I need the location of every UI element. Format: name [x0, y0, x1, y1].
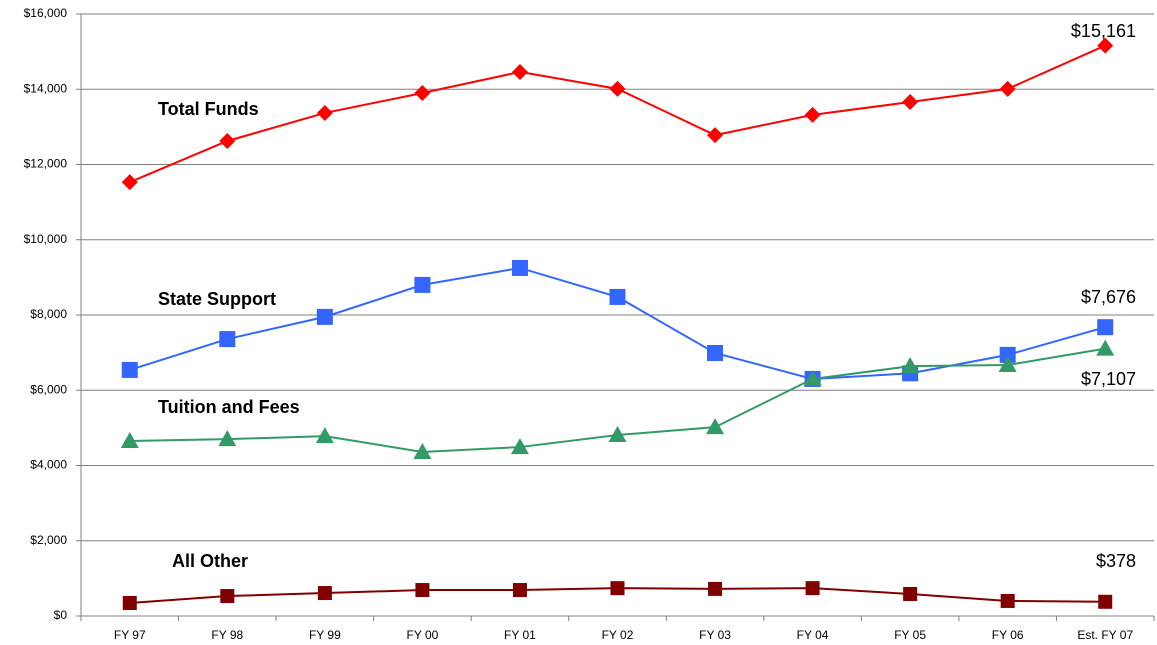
marker — [609, 80, 626, 97]
x-tick-label: FY 99 — [309, 628, 341, 642]
marker — [707, 345, 724, 362]
x-tick-label: FY 98 — [211, 628, 243, 642]
marker — [706, 418, 725, 435]
x-tick-label: FY 02 — [602, 628, 634, 642]
y-tick-label: $0 — [54, 608, 68, 622]
y-tick-label: $4,000 — [30, 458, 67, 472]
marker — [316, 308, 333, 325]
x-tick-label: FY 00 — [407, 628, 439, 642]
marker — [803, 369, 822, 386]
marker — [999, 80, 1016, 97]
y-tick-label: $12,000 — [24, 157, 68, 171]
series-line — [129, 44, 1106, 184]
x-tick-label: FY 01 — [504, 628, 536, 642]
x-tick-label: FY 04 — [797, 628, 829, 642]
y-tick-label: $8,000 — [30, 307, 67, 321]
marker — [999, 346, 1016, 363]
y-tick-label: $16,000 — [24, 6, 68, 20]
marker — [219, 331, 236, 348]
marker — [219, 132, 236, 149]
marker — [901, 357, 920, 374]
marker — [121, 174, 138, 191]
marker — [1098, 594, 1113, 609]
series-label: All Other — [172, 551, 248, 571]
marker — [609, 288, 626, 305]
marker — [316, 104, 333, 121]
marker — [707, 127, 724, 144]
marker — [220, 589, 235, 604]
marker — [121, 361, 138, 378]
marker — [317, 586, 332, 601]
value-label: $15,161 — [1071, 21, 1136, 41]
marker — [610, 581, 625, 596]
marker — [122, 596, 137, 611]
series-label: Total Funds — [158, 99, 259, 119]
value-label: $7,676 — [1081, 287, 1136, 307]
marker — [903, 586, 918, 601]
y-tick-label: $2,000 — [30, 533, 67, 547]
marker — [413, 442, 432, 459]
marker — [511, 63, 528, 80]
marker — [1000, 593, 1015, 608]
marker — [608, 426, 627, 443]
marker — [510, 438, 529, 455]
marker — [708, 581, 723, 596]
value-label: $7,107 — [1081, 369, 1136, 389]
marker — [414, 85, 431, 102]
x-tick-label: FY 05 — [894, 628, 926, 642]
marker — [998, 356, 1017, 373]
marker — [415, 583, 430, 598]
x-tick-label: FY 06 — [992, 628, 1024, 642]
y-tick-label: $14,000 — [24, 81, 68, 95]
marker — [512, 583, 527, 598]
x-tick-label: FY 97 — [114, 628, 146, 642]
marker — [315, 427, 334, 444]
marker — [511, 259, 528, 276]
series-label: Tuition and Fees — [158, 397, 300, 417]
marker — [1097, 319, 1114, 336]
series-label: State Support — [158, 289, 276, 309]
value-label: $378 — [1096, 551, 1136, 571]
x-tick-label: Est. FY 07 — [1077, 628, 1133, 642]
marker — [218, 430, 237, 447]
marker — [804, 106, 821, 123]
series-line — [129, 266, 1106, 380]
marker — [1097, 37, 1114, 54]
x-tick-label: FY 03 — [699, 628, 731, 642]
y-tick-label: $6,000 — [30, 382, 67, 396]
marker — [1096, 339, 1115, 356]
y-tick-label: $10,000 — [24, 232, 68, 246]
marker — [120, 432, 139, 449]
marker — [414, 276, 431, 293]
marker — [902, 94, 919, 111]
marker — [805, 581, 820, 596]
